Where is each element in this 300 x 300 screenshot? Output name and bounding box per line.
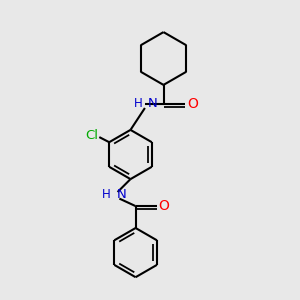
Text: N: N: [147, 97, 157, 110]
Text: H: H: [102, 188, 110, 201]
Text: H: H: [134, 97, 142, 110]
Text: N: N: [116, 188, 126, 201]
Text: O: O: [159, 199, 170, 213]
Text: Cl: Cl: [85, 128, 98, 142]
Text: O: O: [187, 98, 198, 111]
